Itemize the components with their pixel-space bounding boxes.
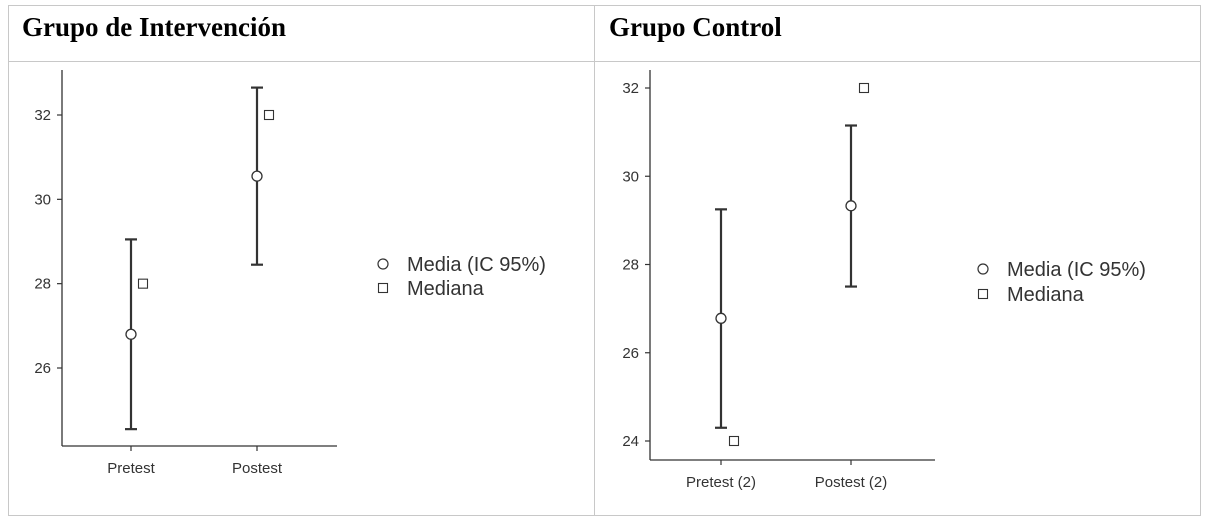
y-tick-label: 26	[622, 345, 639, 362]
mean-point	[715, 312, 727, 324]
legend-label-median: Mediana	[407, 278, 485, 300]
legend: Media (IC 95%) Mediana	[977, 259, 1146, 306]
legend-mean-marker	[377, 258, 389, 270]
y-tick-label: 30	[622, 168, 639, 185]
median-point	[728, 435, 740, 447]
panel-title-control: Grupo Control	[609, 12, 782, 42]
panel-divider	[594, 5, 595, 516]
y-tick-label: 32	[622, 80, 639, 97]
y-tick-label: 28	[34, 276, 51, 293]
median-point	[263, 109, 275, 121]
y-tick-label: 30	[34, 191, 51, 208]
chart-panel-1: 24 26 28 30 32 Pretest (2) Postest (2) Media (I…	[622, 70, 1146, 491]
header-divider	[8, 61, 1201, 62]
mean-point	[845, 200, 857, 212]
legend-label-mean: Media (IC 95%)	[407, 254, 546, 276]
y-tick-label: 28	[622, 257, 639, 274]
chart-panel-0: 26 28 30 32 Pretest Postest Media (IC 95%)Medi…	[34, 70, 546, 477]
legend-median-marker	[977, 288, 989, 300]
legend-mean-marker	[977, 263, 989, 275]
x-tick-label: Postest	[232, 460, 283, 477]
figure-frame	[8, 5, 1201, 516]
x-tick-label: Pretest (2)	[686, 474, 756, 491]
legend-median-marker	[377, 282, 389, 294]
x-tick-label: Postest (2)	[815, 474, 888, 491]
y-tick-label: 24	[622, 433, 639, 450]
legend-label-mean: Media (IC 95%)	[1007, 259, 1146, 281]
median-point	[858, 82, 870, 94]
legend: Media (IC 95%)Mediana	[377, 254, 546, 300]
legend-label-median: Mediana	[1007, 284, 1085, 306]
x-tick-label: Pretest	[107, 460, 155, 477]
panel-title-intervencion: Grupo de Intervención	[22, 12, 287, 42]
y-tick-label: 32	[34, 107, 51, 124]
median-point	[137, 278, 149, 289]
mean-point	[251, 170, 263, 182]
mean-point	[125, 328, 137, 340]
y-tick-label: 26	[34, 360, 51, 377]
